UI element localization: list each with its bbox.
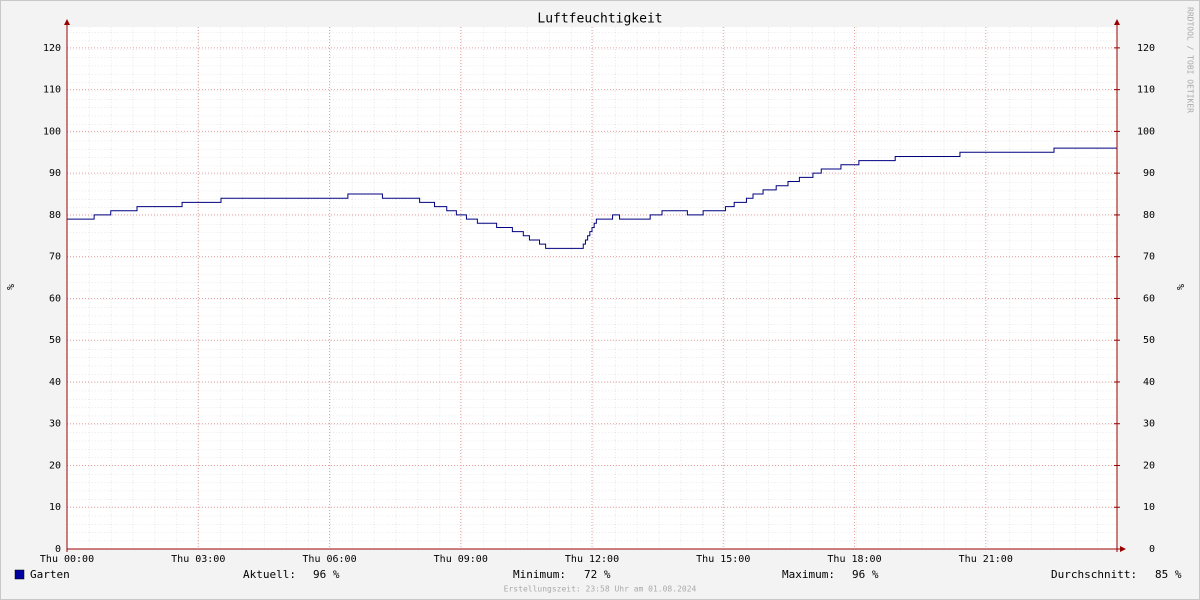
y-tick-label: 0 (55, 544, 61, 555)
legend-label: Garten (30, 568, 70, 581)
stat-value: 85 % (1155, 568, 1182, 581)
data-line (67, 147, 1117, 249)
chart-title: Luftfeuchtigkeit (537, 12, 662, 27)
y-tick-label: 80 (49, 210, 61, 221)
y2-tick-label: 0 (1149, 544, 1155, 555)
legend-swatch (14, 569, 25, 580)
stat-label: Maximum: (782, 568, 835, 581)
y-tick-label: 100 (43, 126, 61, 137)
x-tick-label: Thu 15:00 (696, 554, 750, 565)
y-tick-label: 90 (49, 168, 61, 179)
x-tick-label: Thu 18:00 (827, 554, 881, 565)
y2-tick-label: 100 (1137, 126, 1155, 137)
y-tick-label: 60 (49, 293, 61, 304)
x-tick-label: Thu 06:00 (302, 554, 356, 565)
x-tick-label: Thu 03:00 (171, 554, 225, 565)
y2-tick-label: 120 (1137, 43, 1155, 54)
stat-value: 96 % (852, 568, 879, 581)
stat-value: 72 % (584, 568, 611, 581)
stat-value: 96 % (313, 568, 340, 581)
y2-tick-label: 10 (1143, 502, 1155, 513)
x-tick-label: Thu 09:00 (434, 554, 488, 565)
x-tick-label: Thu 12:00 (565, 554, 619, 565)
y-tick-label: 20 (49, 460, 61, 471)
y-tick-label: 30 (49, 419, 61, 430)
y2-tick-label: 30 (1143, 419, 1155, 430)
plot-layer (66, 27, 1117, 550)
y-tick-label: 50 (49, 335, 61, 346)
y2-tick-label: 60 (1143, 293, 1155, 304)
y-tick-label: 110 (43, 85, 61, 96)
footer: Erstellungszeit: 23:58 Uhr am 01.08.2024 (504, 585, 697, 594)
y2-tick-label: 50 (1143, 335, 1155, 346)
y-tick-label: 120 (43, 43, 61, 54)
y2-tick-label: 70 (1143, 252, 1155, 263)
y-axis-label: % (4, 284, 15, 290)
y-tick-label: 70 (49, 252, 61, 263)
y-tick-label: 40 (49, 377, 61, 388)
y2-tick-label: 110 (1137, 85, 1155, 96)
y2-tick-label: 20 (1143, 460, 1155, 471)
stat-label: Durchschnitt: (1051, 568, 1137, 581)
x-tick-label: Thu 21:00 (959, 554, 1013, 565)
y2-tick-label: 90 (1143, 168, 1155, 179)
stat-label: Minimum: (513, 568, 566, 581)
y2-tick-label: 40 (1143, 377, 1155, 388)
y-tick-label: 10 (49, 502, 61, 513)
x-tick-label: Thu 00:00 (40, 554, 94, 565)
stat-label: Aktuell: (243, 568, 296, 581)
side-note: RRDTOOL / TOBI OETIKER (1186, 7, 1195, 113)
y2-tick-label: 80 (1143, 210, 1155, 221)
y2-axis-label: % (1174, 284, 1185, 290)
